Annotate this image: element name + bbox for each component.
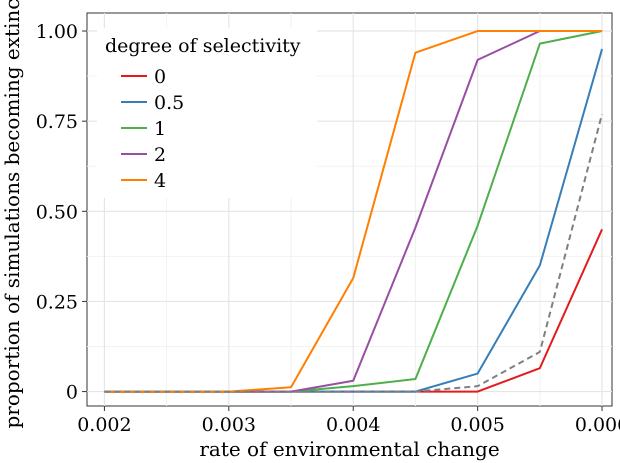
legend-label-0: 0 — [154, 66, 166, 88]
y-axis-title: proportion of simulations becoming extin… — [0, 0, 24, 429]
y-tick-label: 0.50 — [36, 201, 78, 223]
legend-background — [97, 28, 317, 198]
x-tick-label: 0.002 — [77, 414, 131, 436]
series-line-dashed-reference — [104, 113, 604, 393]
x-tick-label: 0.004 — [326, 414, 380, 436]
y-tick-label: 0.25 — [36, 291, 78, 313]
x-tick-label: 0.005 — [450, 414, 504, 436]
y-tick-label: 1.00 — [36, 21, 78, 43]
legend-label-4: 4 — [154, 170, 166, 192]
x-tick-label: 0.006 — [575, 414, 620, 436]
legend: degree of selectivity 0 0.5 1 2 4 — [97, 28, 317, 198]
legend-label-1: 1 — [154, 118, 166, 140]
y-tick-label: 0 — [66, 382, 78, 404]
y-tick-label: 0.75 — [36, 111, 78, 133]
x-tick-label: 0.003 — [202, 414, 256, 436]
series-lines — [104, 30, 604, 393]
legend-title: degree of selectivity — [105, 35, 301, 57]
legend-label-2: 2 — [154, 144, 166, 166]
axes: 0.0020.0030.0040.0050.00600.250.500.751.… — [36, 21, 620, 436]
x-axis-title: rate of environmental change — [199, 437, 499, 461]
legend-items: 0 0.5 1 2 4 — [121, 66, 184, 192]
legend-label-0-5: 0.5 — [154, 92, 184, 114]
